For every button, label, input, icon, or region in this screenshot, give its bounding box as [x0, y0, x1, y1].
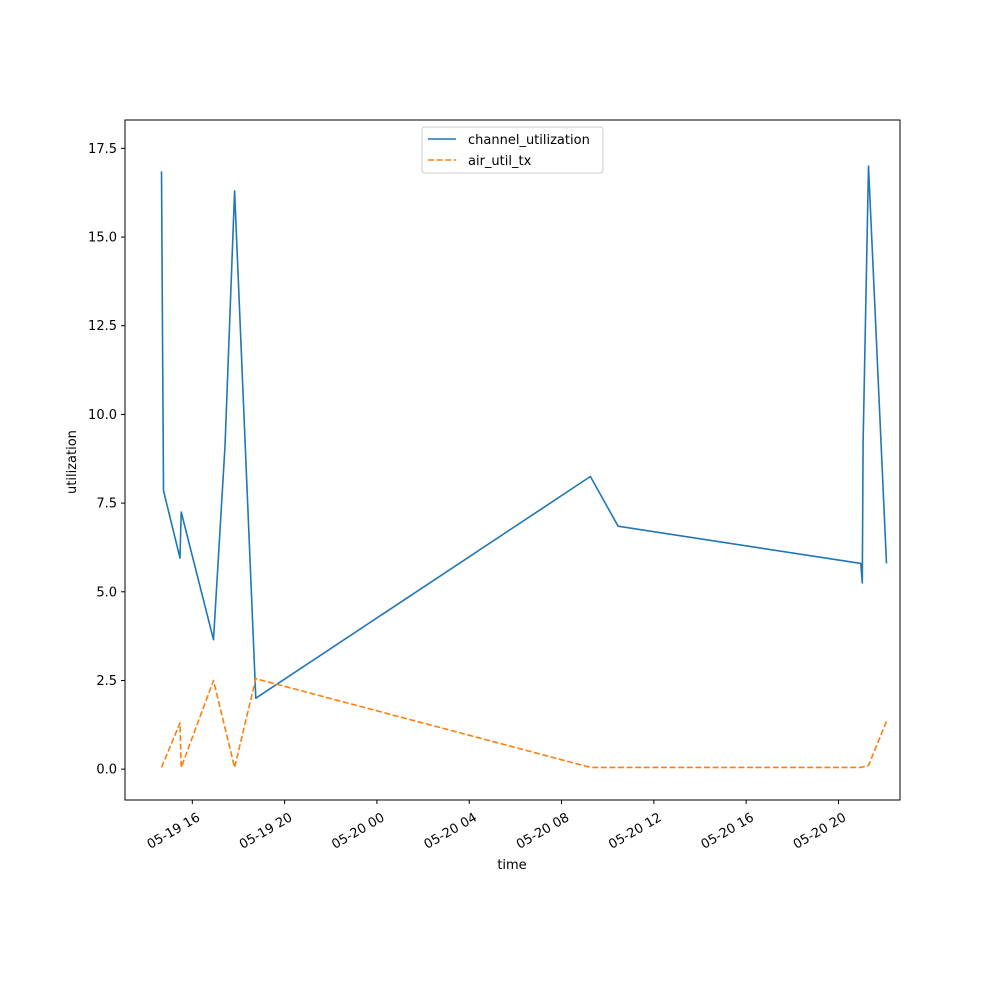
legend-label-air-util-tx: air_util_tx: [468, 154, 532, 169]
y-axis-ticks: 0.0 2.5 5.0 7.5 10.0 12.5 15.0 17.5: [88, 142, 125, 778]
y-tick-label: 5.0: [96, 585, 117, 600]
series-line-channel-utilization: [160, 165, 888, 699]
y-axis-title: utilization: [65, 430, 80, 494]
x-axis-title: time: [497, 858, 526, 873]
y-tick-label: 2.5: [96, 674, 117, 689]
legend: channel_utilization air_util_tx: [421, 126, 604, 174]
series-layer: [160, 165, 888, 769]
y-tick-label: 12.5: [88, 319, 117, 334]
series-line-air-util-tx: [160, 677, 888, 769]
y-tick-label: 7.5: [96, 497, 117, 512]
y-tick-label: 15.0: [88, 231, 117, 246]
axes-frame: [124, 119, 901, 801]
legend-label-channel-utilization: channel_utilization: [468, 133, 590, 148]
legend-box: [421, 126, 604, 174]
y-tick-label: 17.5: [88, 142, 117, 157]
y-tick-label: 0.0: [96, 763, 117, 778]
y-tick-label: 10.0: [88, 408, 117, 423]
